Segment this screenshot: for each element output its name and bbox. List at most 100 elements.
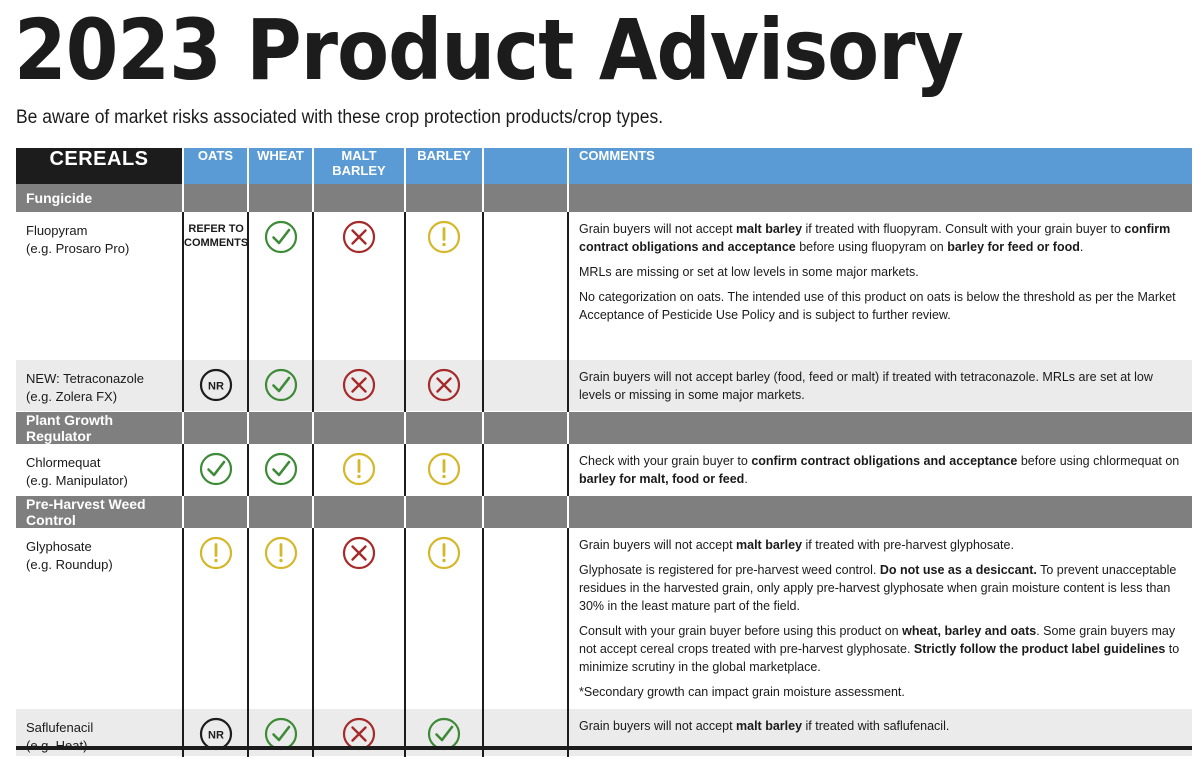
section-cell [405,411,484,444]
column-header-malt-barley: MALT BARLEY [313,148,406,184]
check-circle-icon [264,368,298,406]
product-name: Saflufenacil [26,719,94,735]
status-cell-wheat [248,443,314,496]
status-cell-barley [405,359,484,412]
section-cell [248,495,314,528]
bottom-rule [16,746,1192,750]
comment-text: Glyphosate is registered for pre-harvest… [579,562,880,577]
product-name: NEW: Tetraconazole [26,370,145,386]
blank-cell [483,359,569,412]
comment-text: . [1079,240,1084,254]
exclamation-circle-icon [427,452,461,490]
comment-emphasis: wheat, barley and oats [902,623,1037,638]
section-cell [568,184,1192,212]
status-cell-malt-barley [313,212,406,360]
comment-text: Check with your grain buyer to [579,453,752,468]
section-label: Fungicide [16,184,184,212]
section-cell [183,411,249,444]
column-header-wheat: WHEAT [248,148,314,184]
check-circle-icon [264,452,298,490]
section-cell [313,184,406,212]
exclamation-circle-icon [264,536,298,574]
comment-text: Grain buyers will not accept [579,222,737,236]
comment-text: Grain buyers will not accept [579,718,737,733]
exclamation-circle-icon [342,452,376,490]
comment-text: if treated with pre-harvest glyphosate. [802,537,1014,552]
product-example: (e.g. Prosaro Pro) [26,241,130,256]
section-cell [483,411,569,444]
product-name: Glyphosate [26,538,92,554]
status-cell-oats [183,527,249,709]
blank-cell [483,443,569,496]
status-cell-malt-barley [313,527,406,709]
x-circle-icon [342,220,376,258]
comment-emphasis: barley for malt, food or feed [579,471,745,486]
product-cell: Glyphosate (e.g. Roundup) [16,527,184,709]
comment-emphasis: confirm contract obligations and accepta… [751,453,1018,468]
comment-text: before using chlormequat on [1017,453,1180,468]
section-cell [405,184,484,212]
comment-paragraph: Grain buyers will not accept barley (foo… [579,368,1180,404]
comment-text: . Some grain buyers may not accept cerea… [579,623,1176,656]
status-cell-barley [405,527,484,709]
nr-label: NR [208,380,224,392]
check-circle-icon [264,220,298,258]
exclamation-circle-icon [199,536,233,574]
refer-line: REFER TO [188,223,244,235]
product-example: (e.g. Manipulator) [26,472,128,488]
comment-text: before using fluopyram on [795,240,948,254]
status-cell-wheat [248,527,314,709]
section-cell [248,411,314,444]
comments-cell: Grain buyers will not accept barley (foo… [568,359,1192,412]
section-label: Pre-Harvest Weed Control [16,495,184,528]
comment-emphasis: malt barley [736,537,803,552]
status-cell-malt-barley [313,443,406,496]
comment-paragraph: MRLs are missing or set at low levels in… [579,263,1180,281]
section-cell [568,411,1192,444]
product-example: (e.g. Roundup) [26,556,113,572]
status-cell-barley [405,212,484,360]
section-row: Fungicide [16,184,1192,212]
comment-paragraph: Glyphosate is registered for pre-harvest… [579,561,1180,615]
status-cell-wheat [248,359,314,412]
table-row: Fluopyram (e.g. Prosaro Pro) REFER TO COMME… [16,212,1192,360]
section-cell [248,184,314,212]
nr-label: NR [208,729,224,741]
comment-emphasis: Strictly follow the product label guidel… [913,641,1166,656]
comment-emphasis: Do not use as a desiccant. [879,562,1037,577]
product-name: Chlormequat [26,454,101,470]
status-cell-malt-barley [313,359,406,412]
x-circle-icon [342,368,376,406]
comment-text: to minimize scrutiny in the global marke… [579,641,1180,674]
comment-text: Consult with your grain buyer before usi… [579,623,903,638]
category-header: CEREALS [16,148,184,184]
table-header-row: CEREALS OATS WHEAT MALT BARLEY BARLEY CO… [16,148,1192,184]
comment-text: To prevent unacceptable residues in the … [579,562,1177,613]
table-row: NEW: Tetraconazole (e.g. Zolera FX) NR Grai… [16,359,1192,412]
x-circle-icon [427,368,461,406]
status-cell-oats [183,443,249,496]
section-cell [313,411,406,444]
blank-cell [483,212,569,360]
comment-text: Grain buyers will not accept [579,537,737,552]
comment-paragraph: Grain buyers will not accept malt barley… [579,536,1180,554]
section-label: Plant Growth Regulator [16,411,184,444]
exclamation-circle-icon [427,536,461,574]
comment-text: MRLs are missing or set at low levels in… [579,265,919,279]
product-cell: Chlormequat (e.g. Manipulator) [16,443,184,496]
comment-text: . [744,471,748,486]
comment-paragraph: Check with your grain buyer to confirm c… [579,452,1180,488]
status-cell-oats: NR [183,359,249,412]
refer-line: COMMENTS [184,237,249,249]
section-cell [568,495,1192,528]
product-example: (e.g. Zolera FX) [26,388,118,404]
column-header-comments: COMMENTS [568,148,1192,184]
comment-paragraph: Consult with your grain buyer before usi… [579,622,1180,676]
comment-emphasis: confirm contract obligations and accepta… [579,222,1171,254]
blank-cell [483,527,569,709]
comment-text: Grain buyers will not accept barley (foo… [579,369,1153,402]
comment-emphasis: malt barley [736,718,803,733]
comment-text: No categorization on oats. The intended … [579,290,1176,322]
table-row: Chlormequat (e.g. Manipulator) Check with … [16,443,1192,496]
comment-text: if treated with saflufenacil. [802,718,950,733]
